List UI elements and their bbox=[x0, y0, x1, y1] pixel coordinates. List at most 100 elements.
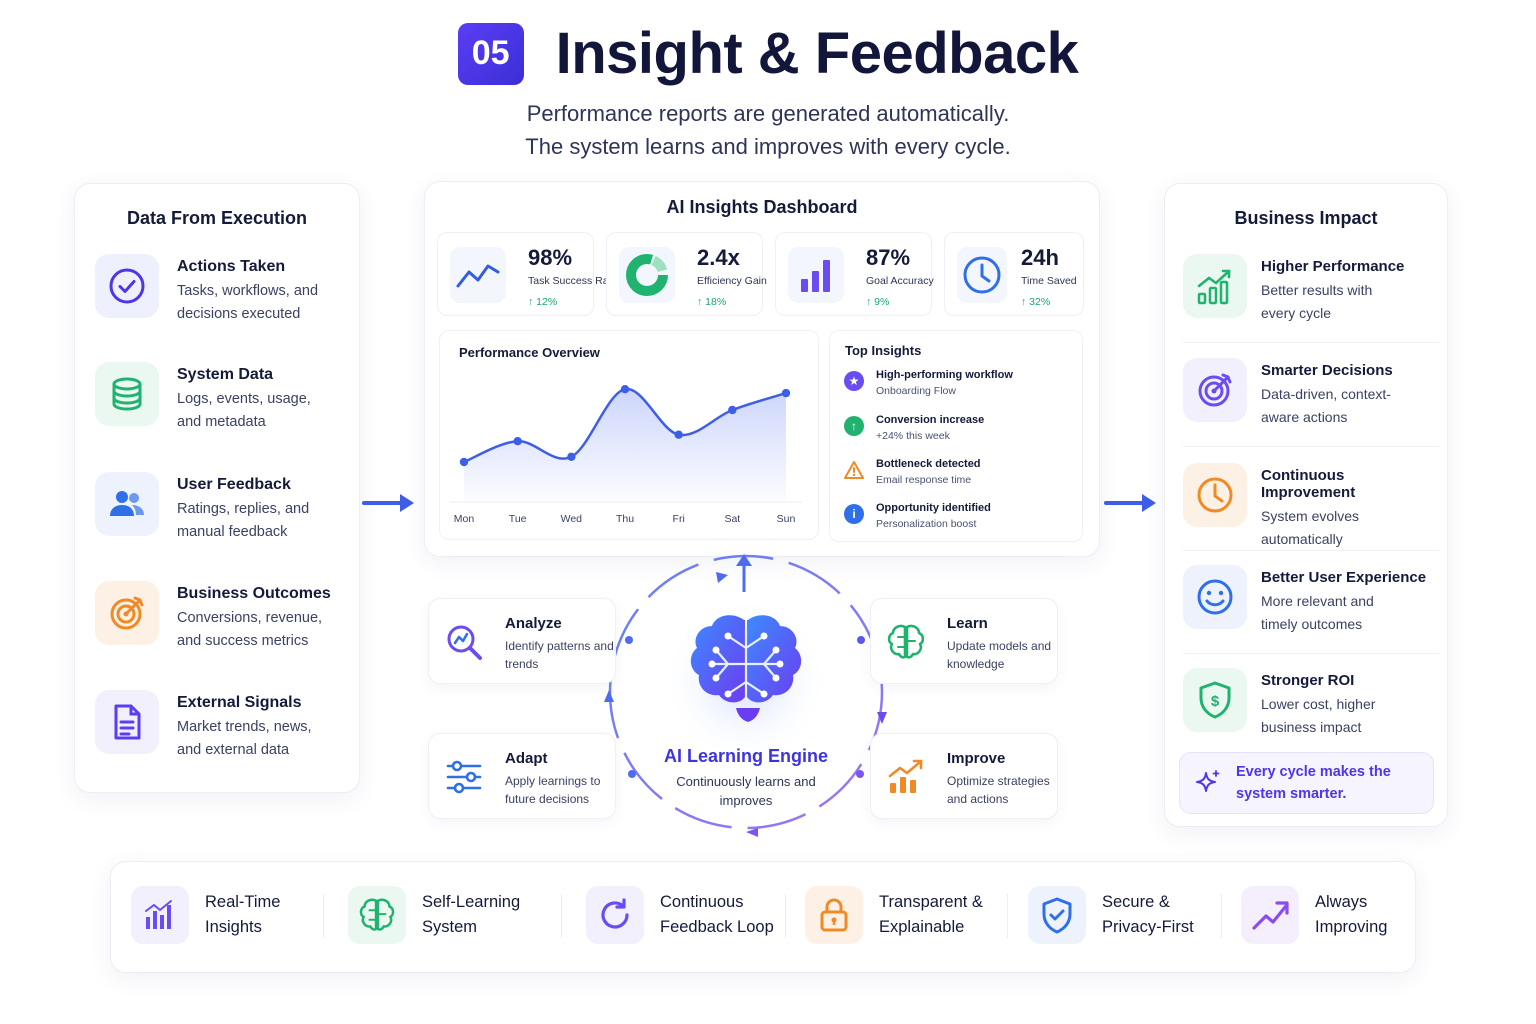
source-item-user-feedback[interactable]: User Feedback Ratings, replies, and manua… bbox=[95, 472, 345, 544]
feature-transparent[interactable]: Transparent & Explainable bbox=[805, 886, 983, 944]
kpi-delta: ↑ 9% bbox=[866, 296, 890, 308]
bar-chart-icon bbox=[131, 886, 189, 944]
chart-point[interactable] bbox=[728, 405, 737, 415]
bar-chart-icon bbox=[788, 247, 844, 303]
kpi-delta: ↑ 12% bbox=[528, 296, 558, 308]
loop-desc: Optimize strategies and actions bbox=[947, 774, 1050, 806]
loop-card-learn[interactable]: Learn Update models and knowledge bbox=[870, 598, 1058, 684]
impact-item-ux[interactable]: Better User Experience More relevant and… bbox=[1183, 565, 1441, 636]
loop-card-adapt[interactable]: Adapt Apply learnings to future decision… bbox=[428, 733, 616, 819]
impact-desc: Lower cost, higher business impact bbox=[1261, 696, 1376, 735]
loop-name: Adapt bbox=[505, 750, 548, 767]
kpi-label: Task Success Rate bbox=[528, 275, 618, 287]
kpi-goal-accuracy[interactable]: 87% Goal Accuracy ↑ 9% bbox=[775, 232, 934, 316]
insights-title: Top Insights bbox=[845, 343, 922, 358]
insight-item[interactable]: ↑ Conversion increase +24% this week bbox=[844, 414, 984, 442]
kpi-label: Efficiency Gain bbox=[697, 275, 767, 287]
source-desc: Logs, events, usage, and metadata bbox=[177, 391, 311, 430]
feature-secure[interactable]: Secure & Privacy-First bbox=[1028, 886, 1194, 944]
feature-self-learning[interactable]: Self-Learning System bbox=[348, 886, 520, 944]
source-name: User Feedback bbox=[177, 476, 291, 493]
insight-sub: Onboarding Flow bbox=[876, 385, 956, 397]
top-insights-card: Top Insights ★ High-performing workflow O… bbox=[829, 330, 1083, 542]
insight-item[interactable]: ★ High-performing workflow Onboarding Flo… bbox=[844, 369, 1013, 397]
performance-overview-card: Performance Overview Mon Tue Wed Thu Fri Sat S… bbox=[439, 330, 819, 540]
kpi-delta: ↑ 18% bbox=[697, 296, 727, 308]
kpi-time-saved[interactable]: 24h Time Saved ↑ 32% bbox=[944, 232, 1084, 316]
x-tick-label: Sun bbox=[777, 513, 796, 525]
loop-card-improve[interactable]: Improve Optimize strategies and actions bbox=[870, 733, 1058, 819]
chart-point[interactable] bbox=[781, 388, 791, 398]
divider bbox=[1183, 342, 1439, 343]
panel-title: AI Insights Dashboard bbox=[666, 197, 858, 217]
divider bbox=[1183, 653, 1439, 654]
chart-point[interactable] bbox=[674, 430, 683, 439]
kpi-task-success[interactable]: 98% Task Success Rate ↑ 12% bbox=[437, 232, 617, 316]
source-name: System Data bbox=[177, 366, 274, 383]
feature-feedback-loop[interactable]: Continuous Feedback Loop bbox=[586, 886, 774, 944]
loop-card-analyze[interactable]: Analyze Identify patterns and trends bbox=[428, 598, 616, 684]
brain-chip-icon bbox=[690, 615, 802, 722]
feature-label: Continuous Feedback Loop bbox=[660, 893, 774, 936]
clock-icon bbox=[957, 247, 1007, 303]
source-desc: Conversions, revenue, and success metrics bbox=[177, 610, 323, 649]
impact-item-decisions[interactable]: Smarter Decisions Data-driven, context-a… bbox=[1183, 358, 1441, 429]
target-icon bbox=[95, 581, 159, 645]
kpi-value: 24h bbox=[1021, 245, 1059, 270]
source-item-business-outcomes[interactable]: Business Outcomes Conversions, revenue, a… bbox=[95, 581, 345, 653]
insight-item[interactable]: i Opportunity identified Personalization … bbox=[844, 502, 991, 530]
x-tick-label: Fri bbox=[673, 513, 685, 525]
feature-label: Always Improving bbox=[1315, 893, 1388, 936]
page-title: Insight & Feedback bbox=[555, 21, 1079, 86]
impact-desc: Better results with every cycle bbox=[1261, 282, 1373, 321]
impact-name: Better User Experience bbox=[1261, 569, 1427, 586]
feature-always-improving[interactable]: Always Improving bbox=[1241, 886, 1387, 944]
chart-point[interactable] bbox=[513, 437, 522, 446]
step-badge: 05 bbox=[457, 22, 524, 85]
kpi-value: 2.4x bbox=[697, 245, 740, 270]
business-impact-panel: Business Impact Higher Performance Bette… bbox=[1164, 183, 1448, 827]
divider bbox=[1221, 894, 1222, 938]
impact-name: Higher Performance bbox=[1261, 258, 1405, 275]
chart-point[interactable] bbox=[459, 457, 469, 467]
insight-sub: Personalization boost bbox=[876, 518, 977, 530]
impact-name: Stronger ROI bbox=[1261, 672, 1355, 689]
insight-sub: +24% this week bbox=[876, 430, 950, 442]
impact-item-improvement[interactable]: Continuous Improvement System evolves aut… bbox=[1183, 463, 1441, 551]
engine-title: AI Learning Engine bbox=[663, 746, 828, 766]
insight-item[interactable]: Bottleneck detected Email response time bbox=[844, 458, 981, 486]
kpi-efficiency-gain[interactable]: 2.4x Efficiency Gain ↑ 18% bbox=[606, 232, 767, 316]
arrow-right-icon bbox=[1104, 494, 1156, 512]
loop-desc: Identify patterns and trends bbox=[505, 639, 614, 671]
source-item-actions[interactable]: Actions Taken Tasks, workflows, and decis… bbox=[95, 254, 345, 326]
arrow-right-icon bbox=[362, 494, 414, 512]
impact-name: Smarter Decisions bbox=[1261, 362, 1393, 379]
chart-point[interactable] bbox=[620, 385, 630, 394]
feature-realtime-insights[interactable]: Real-Time Insights bbox=[131, 886, 280, 944]
check-circle-icon bbox=[95, 254, 159, 318]
source-item-external-signals[interactable]: External Signals Market trends, news, and… bbox=[95, 690, 345, 762]
kpi-delta: ↑ 32% bbox=[1021, 296, 1051, 308]
impact-item-performance[interactable]: Higher Performance Better results with ev… bbox=[1183, 254, 1441, 325]
impact-desc: System evolves automatically bbox=[1261, 508, 1360, 547]
lock-icon bbox=[805, 886, 863, 944]
database-icon bbox=[95, 362, 159, 426]
star-icon: ★ bbox=[844, 371, 864, 391]
source-item-system-data[interactable]: System Data Logs, events, usage, and meta… bbox=[95, 362, 345, 434]
source-name: Business Outcomes bbox=[177, 585, 331, 602]
feature-label: Secure & Privacy-First bbox=[1102, 893, 1194, 936]
chart-point[interactable] bbox=[567, 452, 576, 461]
panel-title: Business Impact bbox=[1234, 208, 1378, 228]
warning-icon bbox=[844, 460, 864, 480]
divider bbox=[561, 894, 562, 938]
target-icon bbox=[1183, 358, 1247, 422]
loop-desc: Apply learnings to future decisions bbox=[505, 774, 601, 806]
ai-insights-dashboard: AI Insights Dashboard 98% Task Success R… bbox=[424, 181, 1100, 557]
info-icon: i bbox=[844, 504, 864, 524]
impact-desc: More relevant and timely outcomes bbox=[1261, 593, 1374, 632]
smarter-callout: Every cycle makes the system smarter. bbox=[1179, 752, 1434, 814]
impact-item-roi[interactable]: $ Stronger ROI Lower cost, higher busines… bbox=[1183, 668, 1441, 739]
source-desc: Tasks, workflows, and decisions executed bbox=[177, 283, 319, 322]
trend-up-icon bbox=[1241, 886, 1299, 944]
data-from-execution-panel: Data From Execution Actions Taken Tasks,… bbox=[74, 183, 360, 793]
